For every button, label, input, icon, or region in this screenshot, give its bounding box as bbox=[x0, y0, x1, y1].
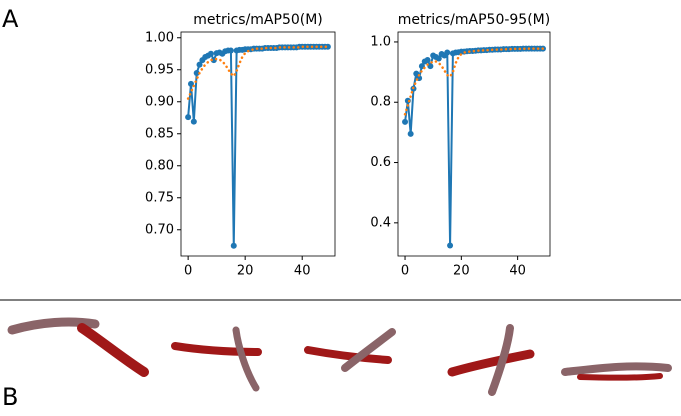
x-tick-label: 40 bbox=[509, 264, 526, 279]
chart-title: metrics/mAP50-95(M) bbox=[398, 12, 550, 28]
data-point bbox=[447, 242, 454, 249]
series-line bbox=[187, 45, 328, 246]
data-point bbox=[444, 49, 451, 56]
data-point bbox=[193, 69, 200, 76]
worm bbox=[447, 349, 535, 377]
data-point bbox=[227, 47, 234, 54]
y-tick-label: 1.0 bbox=[370, 34, 391, 49]
panel-label: A bbox=[2, 5, 19, 33]
x-tick-label: 40 bbox=[294, 264, 311, 279]
y-tick-label: 0.70 bbox=[145, 222, 174, 237]
data-point bbox=[230, 242, 237, 249]
worm bbox=[488, 324, 514, 396]
y-tick-label: 0.4 bbox=[370, 215, 391, 230]
y-tick-label: 0.90 bbox=[145, 94, 174, 109]
worm bbox=[341, 328, 396, 372]
data-point bbox=[402, 118, 409, 125]
y-tick-label: 0.80 bbox=[145, 158, 174, 173]
y-tick-label: 0.6 bbox=[370, 155, 391, 170]
y-tick-label: 1.00 bbox=[145, 30, 174, 45]
series-line bbox=[186, 45, 330, 100]
data-point bbox=[427, 63, 434, 70]
data-point bbox=[424, 57, 431, 64]
axes-frame bbox=[180, 31, 336, 257]
worm-images bbox=[7, 317, 672, 396]
x-tick-label: 20 bbox=[453, 264, 470, 279]
y-tick-label: 0.85 bbox=[145, 126, 174, 141]
x-tick-label: 0 bbox=[401, 264, 409, 279]
data-point bbox=[207, 50, 214, 57]
chart-title: metrics/mAP50(M) bbox=[193, 12, 323, 28]
worm bbox=[171, 342, 262, 356]
x-tick-label: 0 bbox=[184, 264, 192, 279]
y-tick-label: 0.75 bbox=[145, 190, 174, 205]
y-tick-label: 0.8 bbox=[370, 95, 391, 110]
series-line bbox=[404, 47, 543, 246]
data-point bbox=[324, 43, 331, 50]
worm bbox=[577, 373, 663, 381]
data-point bbox=[196, 61, 203, 68]
y-tick-label: 0.95 bbox=[145, 62, 174, 77]
worm bbox=[561, 362, 672, 376]
worm bbox=[7, 317, 100, 335]
x-tick-label: 20 bbox=[237, 264, 254, 279]
series-line bbox=[403, 47, 545, 116]
data-point bbox=[407, 130, 414, 137]
data-point bbox=[435, 55, 442, 62]
data-point bbox=[190, 118, 197, 125]
panel-label: B bbox=[2, 383, 18, 411]
data-point bbox=[187, 80, 194, 87]
worm bbox=[232, 326, 260, 392]
data-point bbox=[185, 114, 192, 121]
worm bbox=[304, 346, 392, 364]
worm bbox=[77, 323, 149, 377]
axes-frame bbox=[397, 31, 551, 257]
